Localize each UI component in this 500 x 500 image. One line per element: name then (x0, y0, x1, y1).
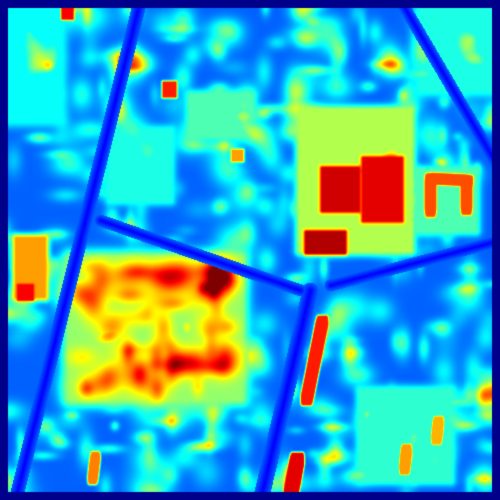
heatmap-image-frame (0, 0, 500, 500)
aerial-heatmap-image (0, 0, 500, 500)
